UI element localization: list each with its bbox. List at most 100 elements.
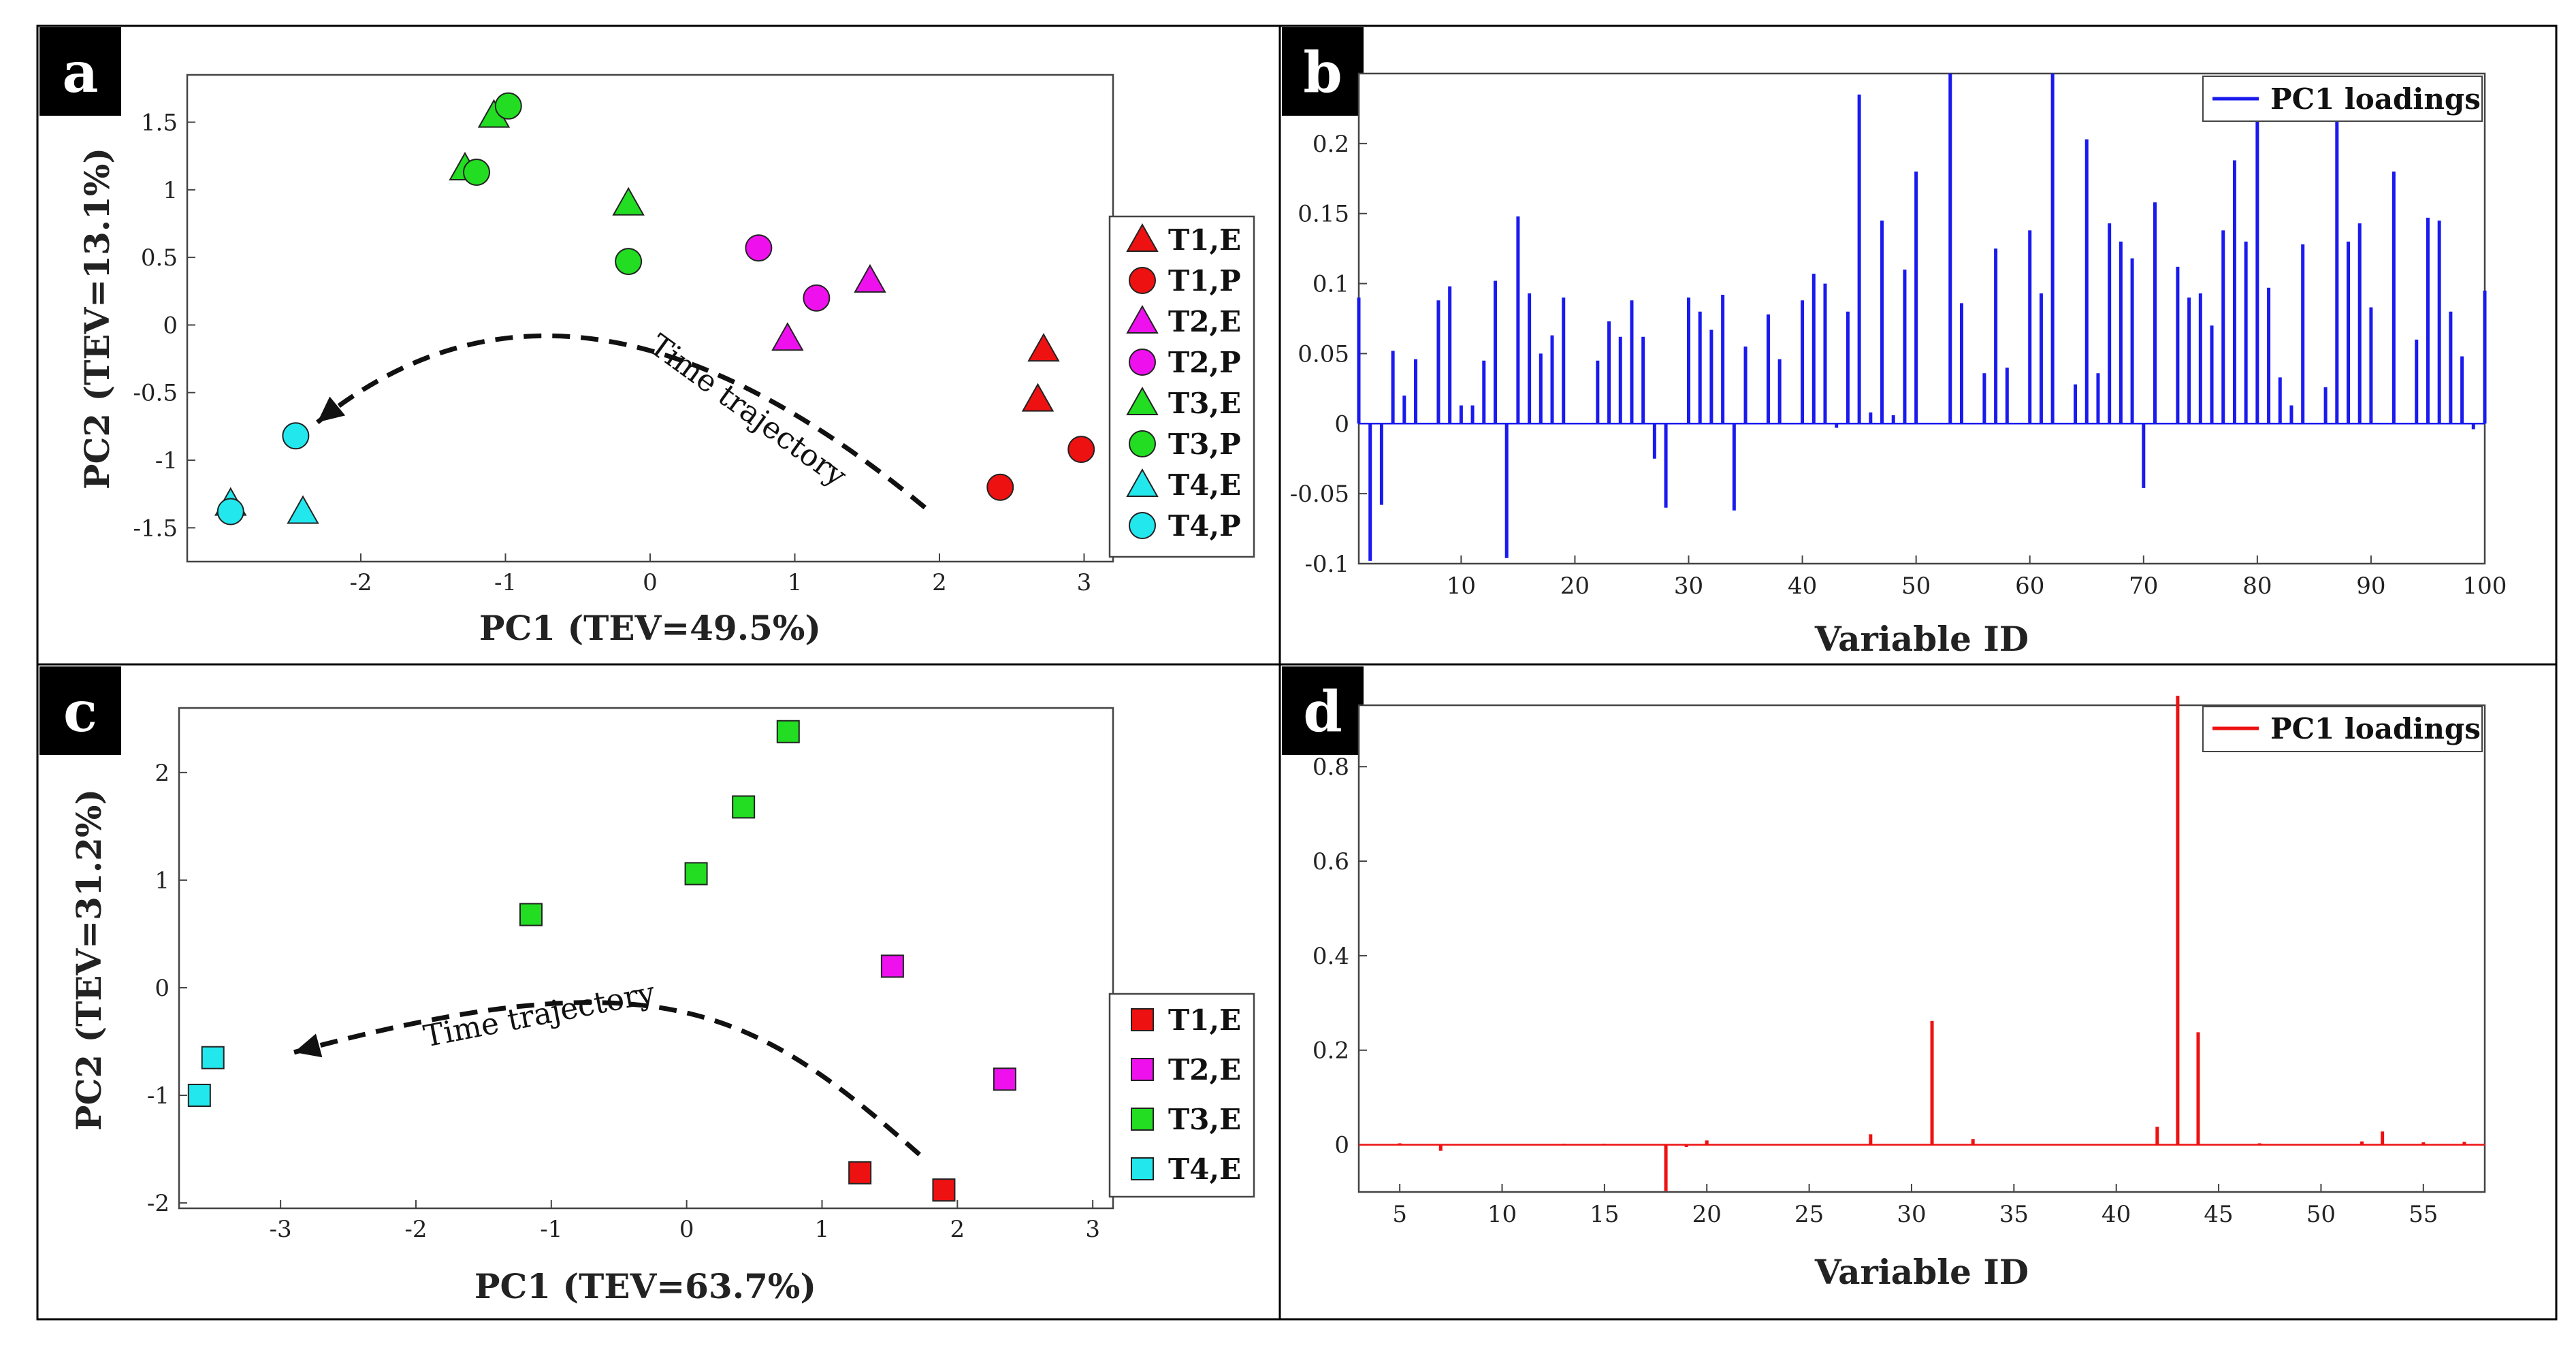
panel-a-x-ticks: -2 -1 0 1 2 3 — [349, 553, 1091, 596]
y-tick-label: 0.05 — [1298, 340, 1349, 368]
x-tick-label: 45 — [2204, 1201, 2233, 1228]
point-t3-e — [732, 795, 756, 819]
legend-marker-t4-e — [1131, 1157, 1154, 1180]
x-tick-label: 70 — [2129, 572, 2158, 600]
x-tick-label: 90 — [2356, 572, 2385, 600]
y-tick-label: 2 — [155, 760, 170, 787]
y-tick-label: 1.5 — [141, 110, 178, 137]
x-tick-label: 60 — [2015, 572, 2044, 600]
panel-c-points — [187, 720, 1016, 1202]
legend-label-t2-p: T2,P — [1168, 346, 1241, 379]
y-tick-label: 0.5 — [141, 244, 178, 272]
y-tick-label: 0.15 — [1298, 201, 1349, 228]
point-t2-e — [854, 263, 886, 293]
trajectory-arrowhead — [317, 396, 346, 423]
panel-d-x-ticks: 5 10 15 20 25 30 35 40 45 50 55 — [1392, 1184, 2438, 1228]
panel-a-y-ticks: -1.5 -1 -0.5 0 0.5 1 1.5 — [133, 110, 195, 542]
x-tick-label: 35 — [1999, 1201, 2029, 1228]
y-tick-label: -1.5 — [133, 515, 178, 542]
point-t2-p — [745, 234, 773, 262]
legend-marker-t4-e — [1126, 468, 1159, 497]
x-tick-label: 30 — [1674, 572, 1703, 600]
point-t1-e — [848, 1161, 872, 1184]
point-t1-e — [1027, 333, 1060, 362]
x-tick-label: -1 — [494, 569, 517, 596]
y-tick-label: 0.6 — [1313, 848, 1349, 875]
x-tick-label: 1 — [788, 569, 803, 596]
trajectory-arrowhead — [294, 1033, 323, 1058]
legend-label-t4-e: T4,E — [1168, 1152, 1241, 1186]
x-tick-label: -1 — [540, 1216, 562, 1243]
x-tick-label: 3 — [1085, 1216, 1100, 1243]
panel-a-legend: T1,E T1,P T2,E T2,P T3,E T3,P T4,E T4,P — [1126, 223, 1241, 543]
y-tick-label: 0 — [163, 312, 178, 339]
y-tick-label: 0 — [1334, 1132, 1349, 1159]
legend-label-t2-e: T2,E — [1168, 1053, 1241, 1086]
legend-marker-t1-p — [1129, 267, 1156, 294]
point-t4-e — [187, 1084, 211, 1108]
point-t2-e — [771, 322, 804, 351]
panel-a-trajectory — [316, 333, 927, 510]
panel-label-c: c — [63, 679, 97, 745]
panel-d-legend-label: PC1 loadings — [2270, 712, 2481, 745]
panel-c-legend: T1,E T2,E T3,E T4,E — [1131, 1003, 1241, 1186]
x-tick-label: 15 — [1590, 1201, 1619, 1228]
legend-marker-t2-e — [1126, 304, 1159, 334]
y-tick-label: 0.4 — [1313, 943, 1349, 970]
legend-marker-t2-e — [1131, 1058, 1154, 1081]
legend-label-t4-p: T4,P — [1168, 509, 1241, 543]
panel-a-y-label: PC2 (TEV=13.1%) — [77, 148, 117, 489]
x-tick-label: -2 — [404, 1216, 427, 1243]
legend-marker-t2-p — [1129, 349, 1156, 376]
trajectory-curve — [293, 1000, 921, 1157]
panel-a-points — [214, 92, 1095, 526]
legend-label-t3-e: T3,E — [1168, 387, 1241, 420]
x-tick-label: 5 — [1392, 1201, 1407, 1228]
y-tick-label: -0.05 — [1290, 481, 1349, 508]
point-t3-p — [494, 92, 522, 120]
panel-label-a: a — [62, 40, 98, 106]
legend-label-t4-e: T4,E — [1168, 468, 1241, 502]
panel-b-x-ticks: 10 20 30 40 50 60 70 80 90 100 — [1447, 555, 2507, 600]
x-tick-label: 40 — [2102, 1201, 2131, 1228]
x-tick-label: 2 — [950, 1216, 965, 1243]
panel-b-y-ticks: -0.1 -0.05 0 0.05 0.1 0.15 0.2 — [1290, 131, 1367, 578]
point-t3-p — [463, 159, 490, 186]
point-t3-p — [615, 248, 643, 276]
x-tick-label: 25 — [1794, 1201, 1824, 1228]
panel-c-trajectory — [293, 1000, 921, 1157]
panel-c-y-label: PC2 (TEV=31.2%) — [69, 789, 109, 1131]
x-tick-label: 3 — [1077, 569, 1092, 596]
y-tick-label: 0.2 — [1313, 1037, 1349, 1065]
panel-labels: a b c d — [39, 27, 1364, 755]
x-tick-label: 10 — [1447, 572, 1476, 600]
point-t1-e — [932, 1178, 956, 1202]
panel-b-bars — [1357, 74, 2487, 561]
panel-label-d: d — [1303, 679, 1342, 745]
x-tick-label: 2 — [932, 569, 947, 596]
legend-label-t2-e: T2,E — [1168, 305, 1241, 338]
x-tick-label: 20 — [1692, 1201, 1722, 1228]
panel-d-bars — [1359, 696, 2485, 1191]
panel-b: -0.1 -0.05 0 0.05 0.1 0.15 0.2 10 20 30 40 50 60 70 8… — [1290, 72, 2507, 659]
legend-marker-t3-e — [1126, 386, 1159, 415]
y-tick-label: 0.1 — [1313, 271, 1349, 298]
legend-marker-t3-e — [1131, 1108, 1154, 1131]
point-t1-e — [1021, 383, 1054, 412]
x-tick-label: 100 — [2463, 572, 2507, 600]
panel-c-x-label: PC1 (TEV=63.7%) — [474, 1266, 816, 1306]
legend-marker-t3-p — [1129, 430, 1156, 457]
panel-d-x-label: Variable ID — [1814, 1252, 2029, 1292]
y-tick-label: -0.5 — [133, 380, 178, 407]
panel-label-b: b — [1303, 40, 1342, 106]
y-tick-label: -0.1 — [1304, 551, 1349, 578]
x-tick-label: 20 — [1560, 572, 1590, 600]
x-tick-label: 40 — [1788, 572, 1817, 600]
x-tick-label: 1 — [815, 1216, 830, 1243]
point-t3-e — [776, 720, 800, 743]
figure-frame — [36, 25, 2558, 1321]
point-t4-e — [287, 495, 319, 524]
y-tick-label: -2 — [147, 1190, 170, 1217]
